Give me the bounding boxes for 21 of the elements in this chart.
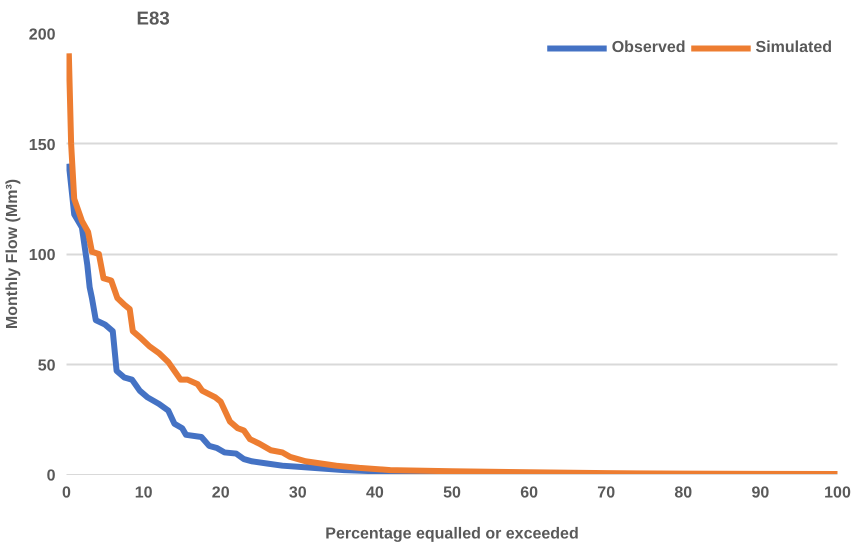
legend-label: Observed (612, 39, 686, 57)
y-tick-label: 150 (28, 136, 56, 154)
x-tick-label: 40 (366, 484, 384, 502)
y-axis-title: Monthly Flow (Mm³) (4, 178, 21, 330)
x-tick-label: 30 (288, 484, 307, 502)
x-tick-label: 60 (520, 484, 538, 502)
chart-title: E83 (136, 8, 170, 28)
y-tick-label: 200 (28, 26, 56, 44)
legend-label: Simulated (756, 39, 832, 57)
y-tick-label: 50 (38, 357, 56, 374)
y-tick-label: 0 (46, 468, 56, 484)
x-tick-label: 50 (443, 484, 461, 502)
x-tick-label: 80 (674, 484, 692, 502)
x-tick-label: 0 (62, 484, 72, 502)
x-tick-label: 10 (134, 484, 153, 502)
x-axis-title: Percentage equalled or exceeded (325, 526, 579, 542)
x-tick-label: 90 (752, 484, 770, 502)
y-tick-label: 100 (28, 247, 56, 264)
x-tick-label: 20 (212, 484, 230, 502)
x-tick-label: 100 (824, 484, 851, 502)
x-tick-label: 70 (597, 484, 616, 502)
